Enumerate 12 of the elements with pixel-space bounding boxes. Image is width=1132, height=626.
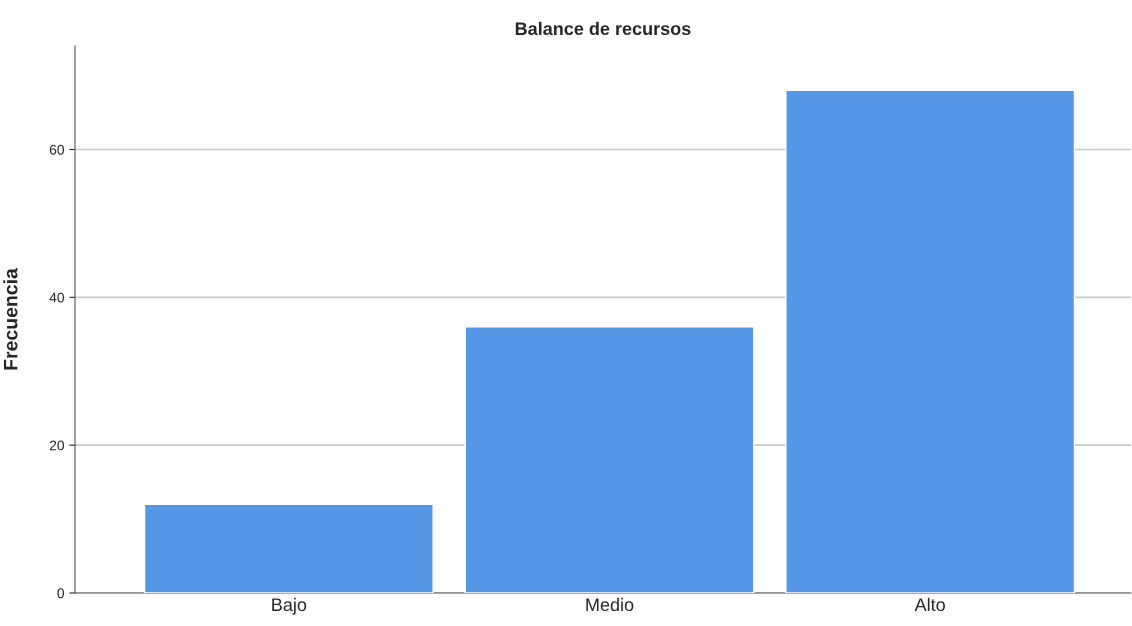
bar (143, 503, 434, 593)
y-axis-title: Frecuencia (3, 268, 18, 370)
y-tick-label: 20 (49, 440, 65, 451)
y-tick-label: 60 (49, 144, 65, 155)
chart-title: Balance de recursos (515, 21, 691, 36)
x-tick-label: Medio (586, 597, 634, 612)
y-tick-label: 0 (57, 588, 65, 599)
x-tick-label: Bajo (272, 597, 307, 615)
bar (785, 89, 1076, 593)
x-tick-label: Alto (914, 597, 945, 612)
y-tick-label: 40 (49, 292, 65, 303)
bar (464, 326, 755, 593)
